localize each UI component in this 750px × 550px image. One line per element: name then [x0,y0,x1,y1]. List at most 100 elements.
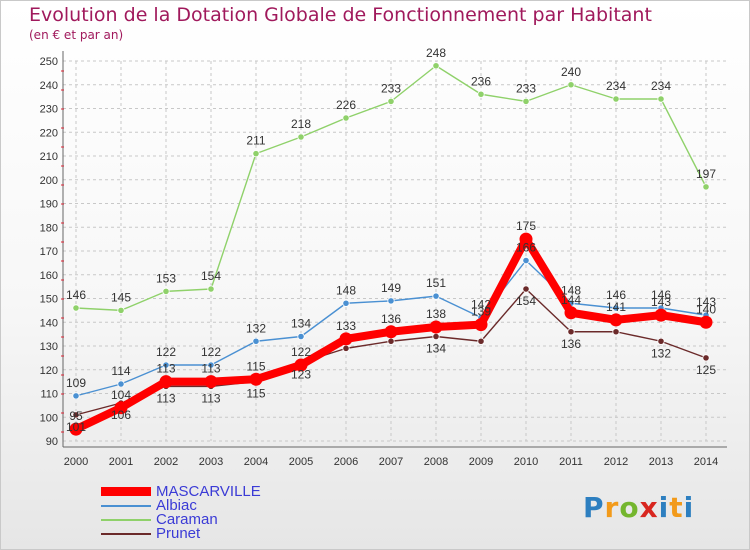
data-point [612,95,620,103]
y-tick-label: 220 [40,127,58,139]
data-point [699,315,713,329]
x-axis-ticks: 2000 2001 2002 2003 2004 2005 2006 2007 2008 2009… [64,456,718,468]
legend-label-mascarville: MASCARVILLE [156,483,261,500]
series-lines [69,62,713,436]
data-point [654,308,668,322]
data-label: 138 [426,307,446,321]
legend-swatch-albiac [101,505,151,507]
data-point [162,287,170,295]
data-point [429,320,443,334]
data-label: 122 [156,345,176,359]
data-point [207,361,215,369]
data-label: 132 [651,346,671,360]
legend-label-albiac: Albiac [156,497,197,514]
y-tick-label: 240 [40,80,58,92]
y-tick-label: 200 [40,175,58,187]
data-label: 114 [111,364,130,378]
data-label: 122 [201,345,221,359]
data-label: 145 [111,290,131,304]
data-point [474,318,488,332]
y-axis-ticks: 90 100 110 120 130 140 150 160 170 180 190 200 210 22… [40,56,58,448]
data-point [117,380,125,388]
data-label: 113 [156,391,175,405]
data-point [522,97,530,105]
legend-label-prunet: Prunet [156,525,201,542]
data-point [387,97,395,105]
data-label: 211 [246,134,265,148]
data-label: 146 [606,288,626,302]
x-tick-label: 2003 [199,456,223,468]
data-label: 106 [111,408,131,422]
y-tick-label: 250 [40,56,58,68]
y-tick-label: 180 [40,222,58,234]
data-label: 234 [651,79,671,93]
data-label: 136 [561,337,581,351]
chart-subtitle: (en € et par an) [29,28,124,42]
data-label: 140 [696,302,716,316]
data-point [159,375,173,389]
data-label: 197 [696,167,716,181]
data-label: 123 [291,368,311,382]
y-tick-label: 110 [40,389,58,401]
x-tick-label: 2009 [469,456,493,468]
data-label: 248 [426,46,446,60]
data-label: 154 [201,269,221,283]
data-label: 95 [69,409,83,423]
data-point [294,358,308,372]
y-tick-label: 230 [40,104,58,116]
data-point [204,375,218,389]
legend-label-caraman: Caraman [156,511,218,528]
data-point [564,306,578,320]
data-label: 166 [516,241,536,255]
y-tick-label: 170 [40,246,58,258]
data-label: 133 [336,319,356,333]
data-point [207,285,215,293]
data-label: 240 [561,65,581,79]
x-tick-label: 2008 [424,456,448,468]
data-label: 218 [291,117,311,131]
data-label: 151 [426,276,446,290]
data-label: 146 [651,288,671,302]
legend-swatch-caraman [101,519,151,521]
x-tick-label: 2004 [244,456,268,468]
x-tick-label: 2001 [109,456,133,468]
data-point [252,150,260,158]
data-point [342,344,350,352]
y-tick-label: 150 [40,294,58,306]
data-label: 113 [201,362,220,376]
data-point [342,299,350,307]
data-label: 226 [336,98,356,112]
data-point [342,114,350,122]
x-tick-label: 2011 [559,456,583,468]
data-point [162,361,170,369]
x-tick-label: 2000 [64,456,88,468]
data-point [432,292,440,300]
data-label: 149 [381,281,401,295]
grid-lines [63,60,727,442]
data-label: 122 [291,345,311,359]
data-label: 104 [111,388,131,402]
data-point [612,328,620,336]
data-point [657,95,665,103]
y-tick-label: 130 [40,341,58,353]
data-point [339,332,353,346]
data-label: 143 [696,295,716,309]
data-point [702,354,710,362]
data-point [69,422,83,436]
x-tick-label: 2007 [379,456,403,468]
data-label: 234 [606,79,626,93]
y-tick-label: 120 [40,365,58,377]
y-tick-label: 140 [40,317,58,329]
data-labels: 146 145 153 154 211 218 226 233 248 236 233 240 234 2… [66,46,716,434]
x-tick-label: 2013 [649,456,673,468]
data-point [702,183,710,191]
data-point [477,90,485,98]
data-label: 175 [516,219,536,233]
data-label: 153 [156,271,176,285]
data-label: 136 [381,312,401,326]
x-tick-label: 2010 [514,456,538,468]
proxiti-logo: Proxiti [583,491,695,524]
data-point [477,337,485,345]
data-label: 143 [651,295,671,309]
